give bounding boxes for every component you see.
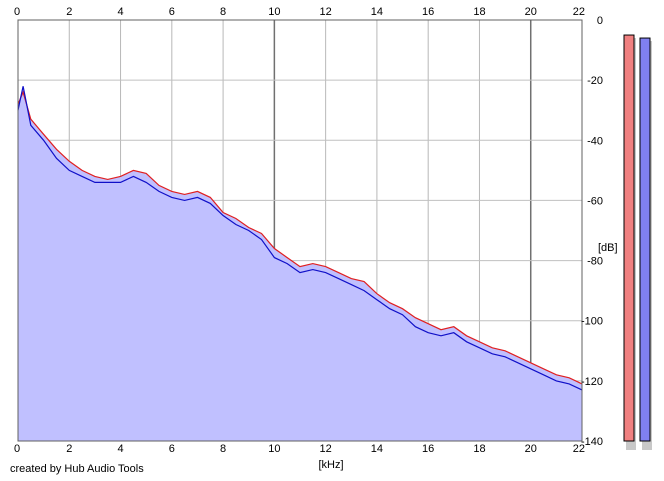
x-tick-label-bottom: 8 [220,443,226,455]
x-tick-label-bottom: 12 [320,443,332,455]
x-tick-label-top: 12 [320,6,332,18]
x-axis-top: 0 2 4 6 8 10 12 14 16 18 20 22 [14,6,585,18]
x-tick-label-bottom: 22 [573,443,585,455]
y-tick-label: -40 [587,135,603,147]
y-tick-label: -80 [587,256,603,268]
x-tick-label-top: 0 [14,6,20,18]
x-axis-bottom: 0 2 4 6 8 10 12 14 16 18 20 22 [14,443,585,455]
y-tick-label: -60 [587,195,603,207]
spectrum-area [18,86,582,441]
x-tick-label-top: 4 [117,6,123,18]
x-tick-label-top: 6 [169,6,175,18]
x-tick-label-bottom: 0 [14,443,20,455]
x-tick-label-top: 2 [66,6,72,18]
x-tick-label-bottom: 4 [117,443,123,455]
y-tick-label: 0 [597,15,603,27]
x-tick-label-bottom: 10 [268,443,280,455]
meter-bar-0 [623,34,635,442]
meter-bar-1 [639,37,651,442]
x-tick-label-top: 16 [422,6,434,18]
x-tick-label-bottom: 14 [371,443,383,455]
x-tick-label-top: 10 [268,6,280,18]
plot-frame [17,19,583,442]
credit-text: created by Hub Audio Tools [10,463,144,475]
x-tick-label-bottom: 16 [422,443,434,455]
y-axis-right: 0 -20 -40 -60 -80 -100 -120 -140 [581,15,603,448]
x-tick-label-bottom: 20 [525,443,537,455]
y-tick-label: -100 [581,316,603,328]
y-axis-label: [dB] [598,242,618,254]
x-tick-label-top: 20 [525,6,537,18]
x-tick-label-top: 18 [473,6,485,18]
x-tick-label-top: 22 [573,6,585,18]
x-tick-label-top: 8 [220,6,226,18]
x-axis-label: [kHz] [318,459,343,471]
x-tick-label-top: 14 [371,6,383,18]
y-tick-label: -140 [581,436,603,448]
x-tick-label-bottom: 6 [169,443,175,455]
y-tick-label: -120 [581,376,603,388]
x-tick-label-bottom: 18 [473,443,485,455]
spectrum-lines [17,86,583,391]
spectrum-fill [18,86,582,441]
series-line-0 [17,90,583,385]
y-tick-label: -20 [587,75,603,87]
x-tick-label-bottom: 2 [66,443,72,455]
level-meters [623,34,652,451]
series-line-1 [17,86,583,391]
